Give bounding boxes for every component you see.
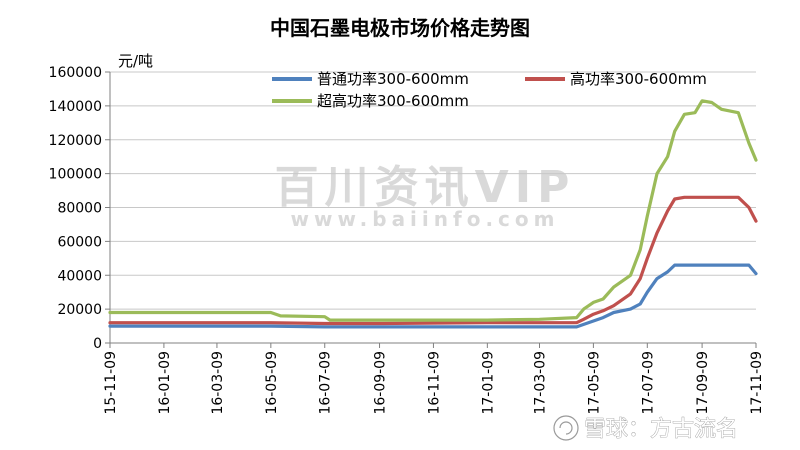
snowball-logo-icon — [553, 415, 579, 441]
axes — [105, 71, 757, 348]
x-tick-label: 16-07-09 — [318, 351, 334, 415]
y-tick-label: 120000 — [49, 133, 102, 149]
y-tick-labels: 0 20000 40000 60000 80000 100000 120000 140000 1… — [49, 65, 102, 352]
y-tick-label: 140000 — [49, 99, 102, 115]
series-line-1 — [108, 263, 758, 329]
legend-label-1: 普通功率300-600mm — [317, 70, 469, 88]
watermark-main-text: 百川资讯VIP — [275, 162, 576, 213]
watermark-sub-text: www.baiinfo.com — [291, 207, 560, 231]
x-tick-label: 16-01-09 — [157, 351, 173, 415]
x-tick-label: 15-11-09 — [103, 351, 119, 415]
chart-title: 中国石墨电极市场价格走势图 — [270, 16, 530, 40]
x-tick-label: 17-07-09 — [640, 351, 656, 415]
watermark: 百川资讯VIP www.baiinfo.com — [275, 162, 576, 231]
series-line-2 — [108, 195, 758, 326]
x-tick-label: 16-03-09 — [210, 351, 226, 415]
credit-text: 雪球：方古流名 — [584, 417, 738, 442]
series-line-3 — [108, 99, 758, 322]
x-tick-label: 17-11-09 — [749, 351, 765, 415]
x-tick-labels: 15-11-09 16-01-09 16-03-09 16-05-09 16-07-09… — [103, 351, 765, 415]
legend: 普通功率300-600mm 高功率300-600mm 超高功率300-600mm — [272, 70, 707, 110]
y-tick-label: 40000 — [57, 268, 102, 284]
legend-label-3: 超高功率300-600mm — [317, 92, 469, 110]
snowball-logo-swirl — [559, 421, 573, 435]
y-tick-label: 100000 — [49, 167, 102, 183]
y-axis-unit: 元/吨 — [118, 52, 153, 70]
credit-watermark: 雪球：方古流名 — [553, 415, 738, 442]
x-tick-label: 17-03-09 — [532, 351, 548, 415]
y-tick-label: 20000 — [57, 302, 102, 318]
x-tick-label: 16-05-09 — [264, 351, 280, 415]
x-tick-label: 17-01-09 — [480, 351, 496, 415]
x-tick-label: 16-11-09 — [426, 351, 442, 415]
y-tick-label: 60000 — [57, 234, 102, 250]
legend-label-2: 高功率300-600mm — [570, 70, 707, 88]
y-tick-label: 160000 — [49, 65, 102, 81]
gridlines — [110, 71, 756, 310]
x-tick-label: 17-09-09 — [695, 351, 711, 415]
x-tick-label: 16-09-09 — [373, 351, 389, 415]
y-tick-label: 80000 — [57, 201, 102, 217]
series-lines — [108, 99, 758, 329]
x-tick-label: 17-05-09 — [586, 351, 602, 415]
y-tick-label: 0 — [93, 336, 102, 352]
